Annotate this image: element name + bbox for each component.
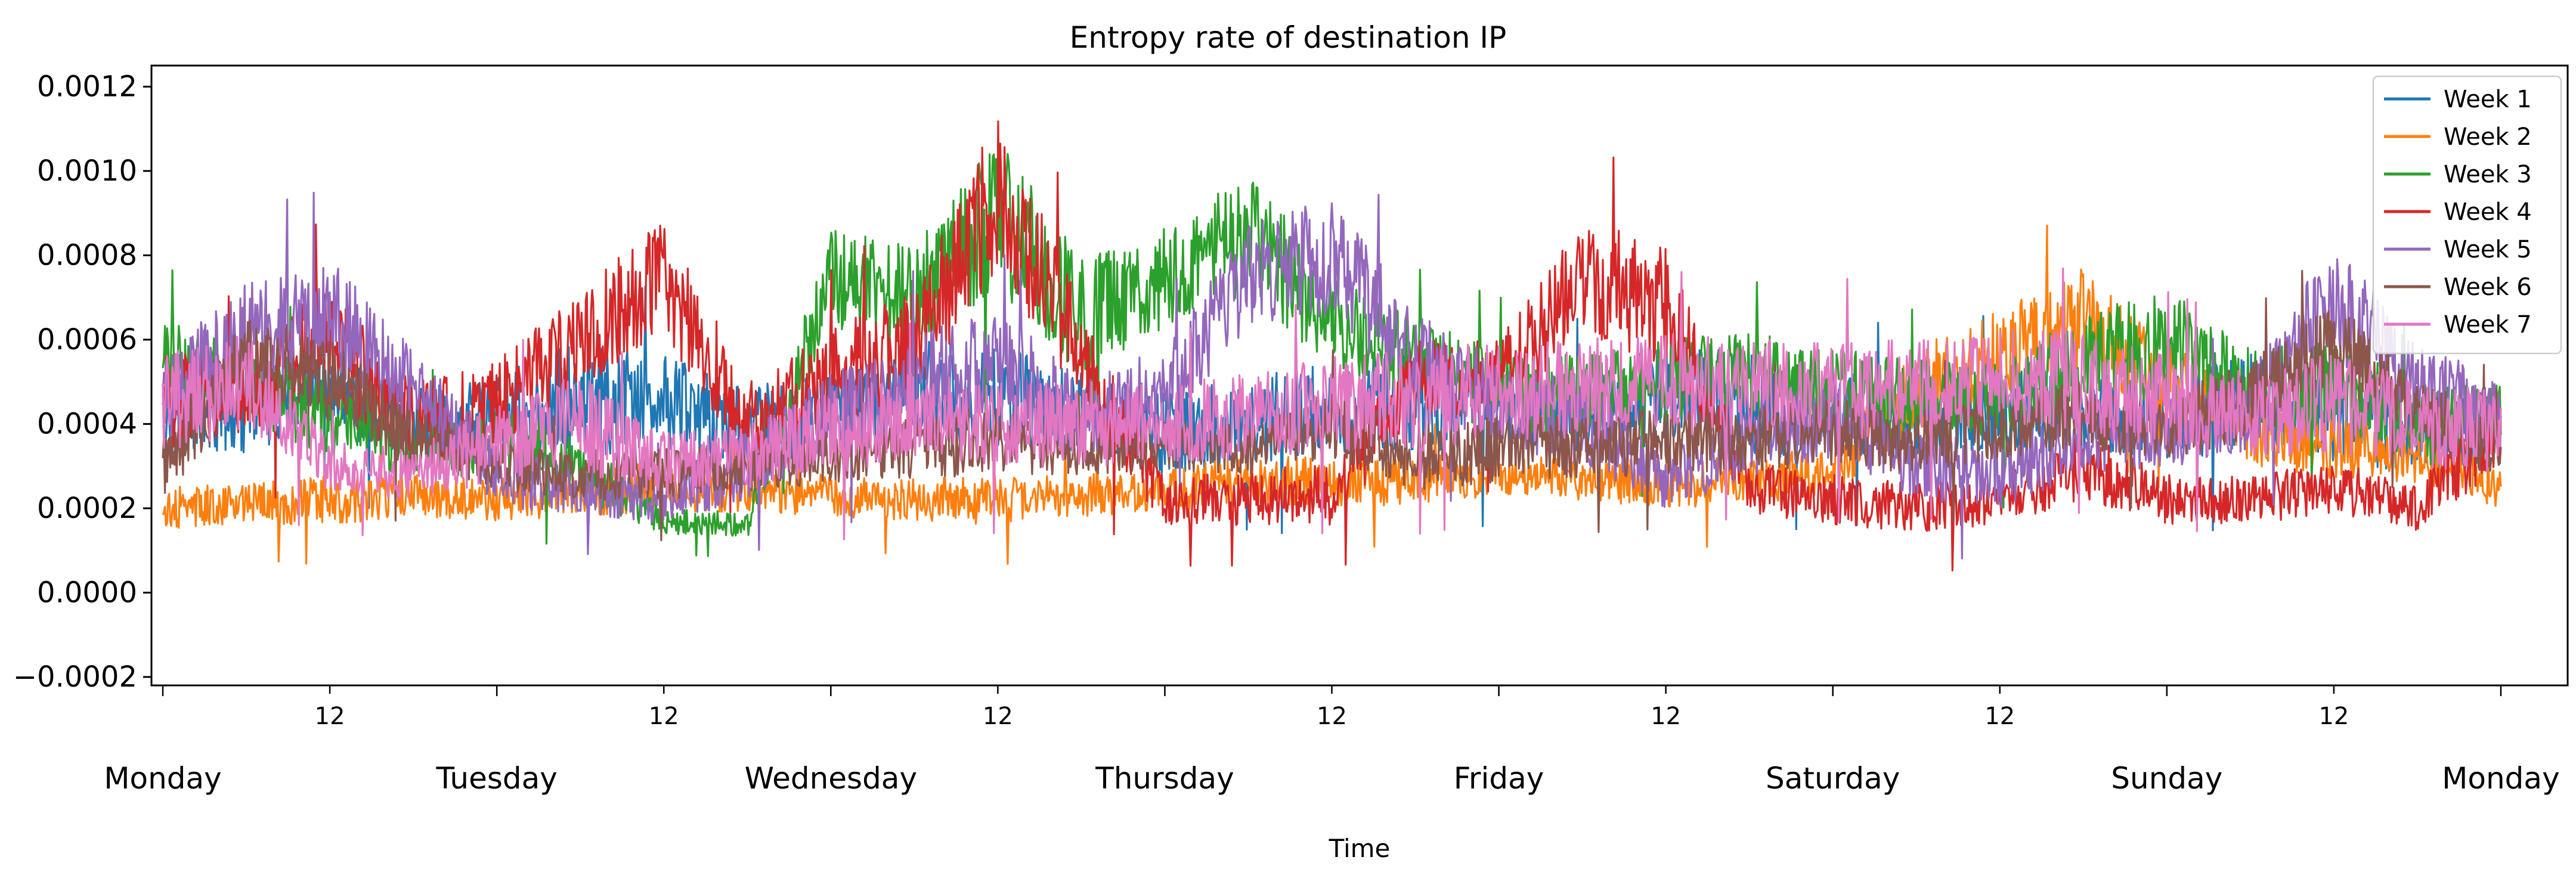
legend-label: Week 3	[2444, 161, 2532, 188]
series-line-week-7	[162, 267, 2502, 541]
y-tick-label: 0.0010	[37, 154, 137, 188]
legend-label: Week 1	[2444, 86, 2532, 113]
legend-label: Week 2	[2444, 123, 2532, 151]
plot-frame	[150, 64, 2569, 687]
legend-box	[2372, 75, 2562, 355]
chart-title: Entropy rate of destination IP	[1070, 20, 1507, 55]
x-hour-label: 12	[1651, 703, 1681, 730]
y-tick-label: 0.0008	[37, 238, 137, 272]
legend-label: Week 5	[2444, 236, 2532, 263]
series-line-week-5	[162, 191, 2502, 560]
x-day-label: Monday	[2442, 761, 2559, 796]
x-hour-label: 12	[649, 703, 679, 730]
legend-label: Week 6	[2444, 274, 2532, 301]
y-tick-label: 0.0004	[37, 407, 137, 440]
series-layer	[162, 120, 2502, 572]
x-hour-label: 12	[983, 703, 1013, 730]
x-day-label: Thursday	[1095, 761, 1234, 796]
legend-label: Week 4	[2444, 198, 2532, 226]
x-axis-label: Time	[1329, 834, 1391, 863]
y-axis: −0.0002 0.0000 0.0002 0.0004 0.0006 0.0008 0.0…	[13, 70, 151, 694]
x-axis: 12 12 12 12 12 12 12 Monday Tuesday Wednesday Thur…	[104, 685, 2560, 796]
x-day-label: Sunday	[2111, 761, 2222, 796]
x-hour-label: 12	[315, 703, 345, 730]
y-tick-label: 0.0002	[37, 492, 137, 525]
y-tick-label: 0.0006	[37, 323, 137, 356]
x-day-label: Saturday	[1766, 761, 1900, 796]
x-hour-label: 12	[1317, 703, 1347, 730]
x-hour-label: 12	[2318, 703, 2349, 730]
series-line-week-4	[162, 120, 2502, 572]
y-tick-label: −0.0002	[13, 660, 137, 694]
x-day-label: Monday	[104, 761, 221, 796]
x-hour-label: 12	[1984, 703, 2015, 730]
legend: Week 1 Week 2 Week 3 Week 4 Week 5 Week 6 Week…	[2372, 75, 2562, 355]
x-day-label: Wednesday	[745, 761, 917, 796]
x-day-label: Tuesday	[435, 761, 557, 796]
y-tick-label: 0.0000	[37, 576, 137, 609]
legend-label: Week 7	[2444, 311, 2532, 339]
y-tick-label: 0.0012	[37, 70, 137, 103]
x-day-label: Friday	[1454, 761, 1544, 796]
